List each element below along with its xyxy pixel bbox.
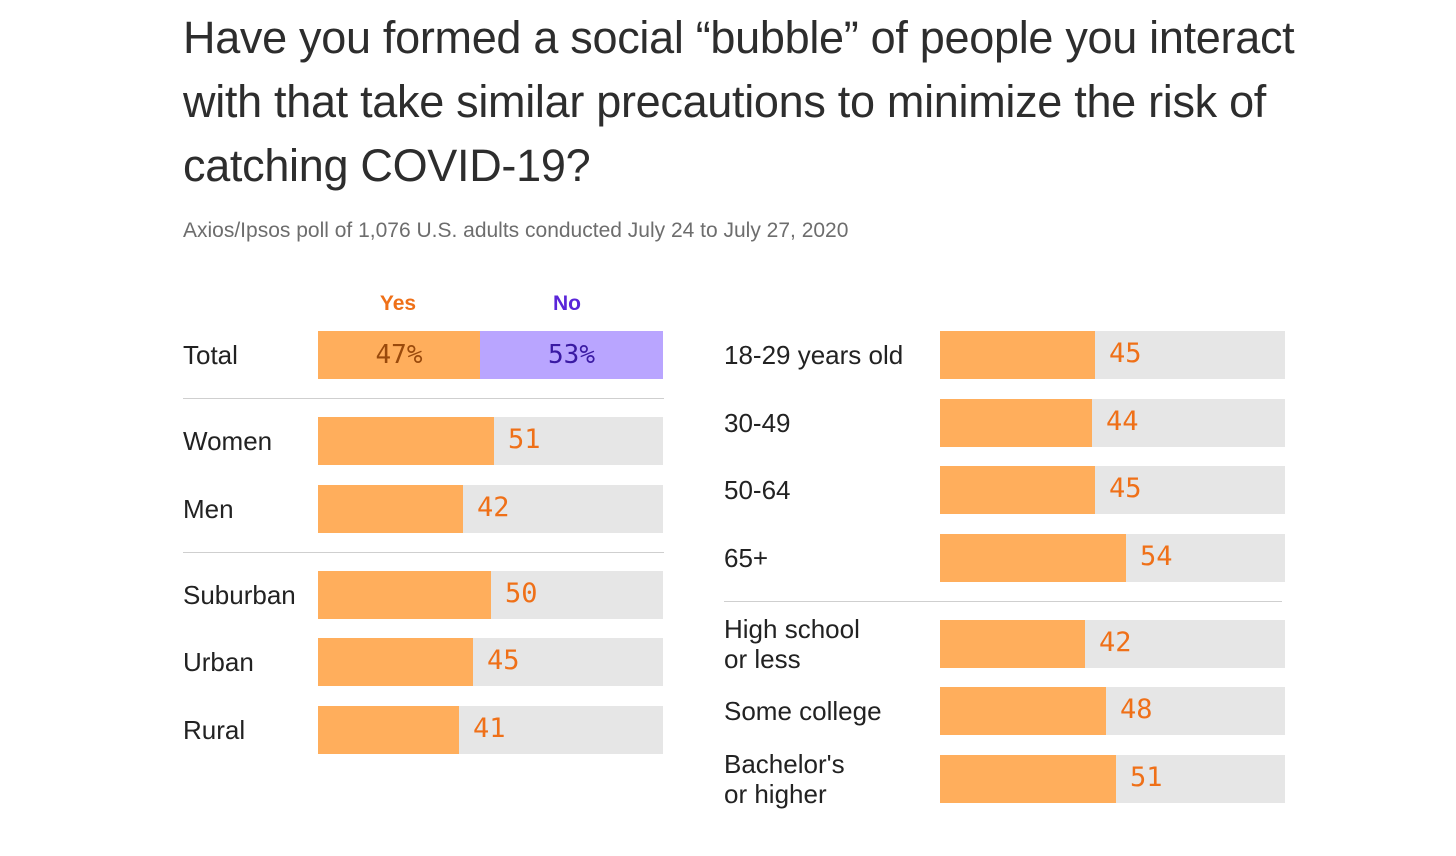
bar-track-some-college: 48 xyxy=(940,687,1285,735)
row-label-total: Total xyxy=(183,340,238,370)
bar-urban xyxy=(318,638,473,686)
bar-suburban xyxy=(318,571,491,619)
row-label-18-29-years-old: 18-29 years old xyxy=(724,340,904,370)
value-label-some-college: 48 xyxy=(1120,694,1153,725)
row-label-urban: Urban xyxy=(183,647,254,677)
bar-track-50-64: 45 xyxy=(940,466,1285,514)
bar-track-18-29-years-old: 45 xyxy=(940,331,1285,379)
row-label-bachelor-s-or-higher: Bachelor's or higher xyxy=(724,749,845,809)
bar-track-high-school-or-less: 42 xyxy=(940,620,1285,668)
legend-no: No xyxy=(553,292,581,315)
bar-65 xyxy=(940,534,1126,582)
value-label-bachelor-s-or-higher: 51 xyxy=(1130,762,1163,793)
row-label-some-college: Some college xyxy=(724,696,882,726)
row-label-rural: Rural xyxy=(183,715,246,745)
bar-track-urban: 45 xyxy=(318,638,663,686)
bar-rural xyxy=(318,706,459,754)
bar-women xyxy=(318,417,494,465)
row-label-50-64: 50-64 xyxy=(724,475,791,505)
bar-track-65: 54 xyxy=(940,534,1285,582)
row-label-65: 65+ xyxy=(724,543,769,573)
total-bar: 47% 53% xyxy=(318,331,663,379)
divider-left-1 xyxy=(183,552,664,553)
value-label-women: 51 xyxy=(508,424,541,455)
value-label-30-49: 44 xyxy=(1106,406,1139,437)
row-label-women: Women xyxy=(183,426,273,456)
bar-track-suburban: 50 xyxy=(318,571,663,619)
bar-track-rural: 41 xyxy=(318,706,663,754)
bar-30-49 xyxy=(940,399,1092,447)
value-label-65: 54 xyxy=(1140,541,1173,572)
total-no-bar: 53% xyxy=(480,331,663,379)
divider-right-3 xyxy=(724,601,1282,602)
value-label-18-29-years-old: 45 xyxy=(1109,338,1142,369)
row-label-30-49: 30-49 xyxy=(724,408,791,438)
chart-title: Have you formed a social “bubble” of peo… xyxy=(183,12,1295,191)
bar-18-29-years-old xyxy=(940,331,1095,379)
total-yes-bar: 47% xyxy=(318,331,480,379)
value-label-rural: 41 xyxy=(473,713,506,744)
bar-track-men: 42 xyxy=(318,485,663,533)
value-label-50-64: 45 xyxy=(1109,473,1142,504)
value-label-urban: 45 xyxy=(487,645,520,676)
bar-track-bachelor-s-or-higher: 51 xyxy=(940,755,1285,803)
bar-some-college xyxy=(940,687,1106,735)
bar-track-30-49: 44 xyxy=(940,399,1285,447)
bar-men xyxy=(318,485,463,533)
divider-left-0 xyxy=(183,398,664,399)
bar-50-64 xyxy=(940,466,1095,514)
legend-yes: Yes xyxy=(379,292,417,315)
bar-high-school-or-less xyxy=(940,620,1085,668)
chart-subtitle: Axios/Ipsos poll of 1,076 U.S. adults co… xyxy=(183,219,849,242)
value-label-high-school-or-less: 42 xyxy=(1099,627,1132,658)
row-label-high-school-or-less: High school or less xyxy=(724,614,860,674)
value-label-men: 42 xyxy=(477,492,510,523)
bar-bachelor-s-or-higher xyxy=(940,755,1116,803)
row-label-suburban: Suburban xyxy=(183,580,296,610)
row-label-men: Men xyxy=(183,494,234,524)
bar-track-women: 51 xyxy=(318,417,663,465)
value-label-suburban: 50 xyxy=(505,578,538,609)
